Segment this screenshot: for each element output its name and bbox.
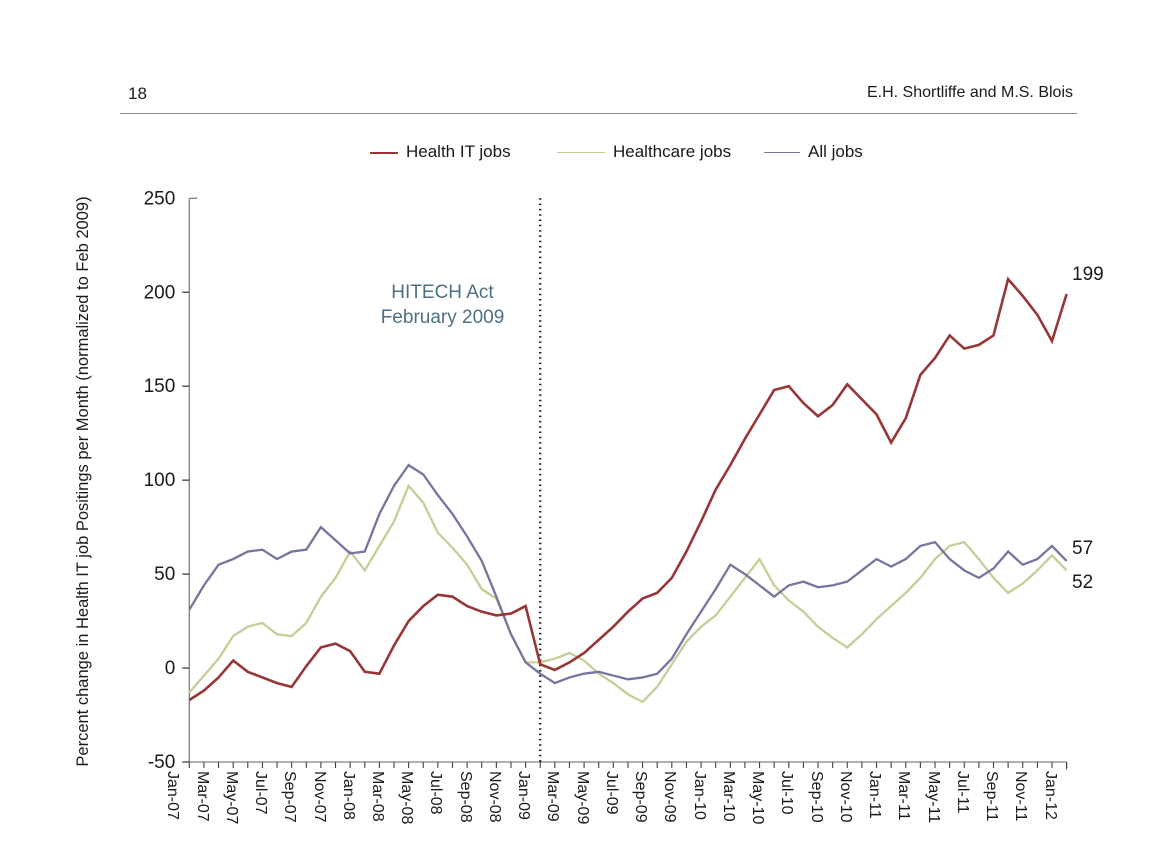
svg-text:50: 50 (154, 564, 175, 585)
svg-text:57: 57 (1072, 538, 1093, 559)
svg-text:150: 150 (144, 376, 176, 397)
svg-text:199: 199 (1072, 264, 1104, 285)
svg-text:-50: -50 (148, 752, 175, 773)
svg-text:Percent change in Health IT jo: Percent change in Health IT job Positing… (74, 196, 92, 766)
svg-text:200: 200 (144, 282, 176, 303)
svg-text:52: 52 (1072, 572, 1093, 593)
svg-text:0: 0 (165, 658, 176, 679)
svg-text:100: 100 (144, 470, 176, 491)
svg-text:250: 250 (144, 188, 176, 209)
